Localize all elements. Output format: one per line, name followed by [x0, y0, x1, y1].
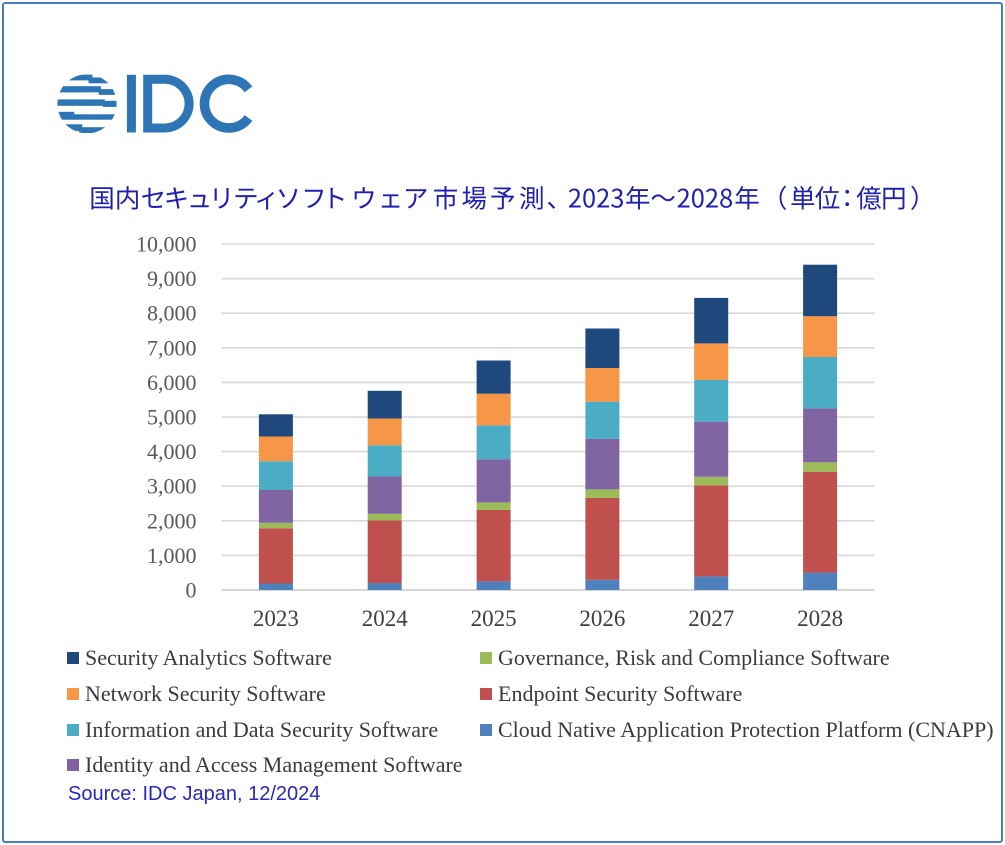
- svg-text:2027: 2027: [688, 606, 734, 631]
- svg-text:6,000: 6,000: [147, 370, 197, 395]
- svg-text:0: 0: [186, 578, 197, 603]
- svg-text:2,000: 2,000: [147, 508, 197, 533]
- svg-text:2026: 2026: [579, 606, 625, 631]
- svg-text:5,000: 5,000: [147, 405, 197, 430]
- svg-text:10,000: 10,000: [136, 232, 197, 257]
- svg-text:2023: 2023: [253, 606, 299, 631]
- svg-text:3,000: 3,000: [147, 474, 197, 499]
- svg-text:8,000: 8,000: [147, 301, 197, 326]
- svg-text:2028: 2028: [797, 606, 843, 631]
- svg-text:7,000: 7,000: [147, 335, 197, 360]
- svg-text:2024: 2024: [362, 606, 409, 631]
- svg-text:2025: 2025: [471, 606, 517, 631]
- svg-text:9,000: 9,000: [147, 266, 197, 291]
- svg-text:1,000: 1,000: [147, 543, 197, 568]
- svg-text:4,000: 4,000: [147, 439, 197, 464]
